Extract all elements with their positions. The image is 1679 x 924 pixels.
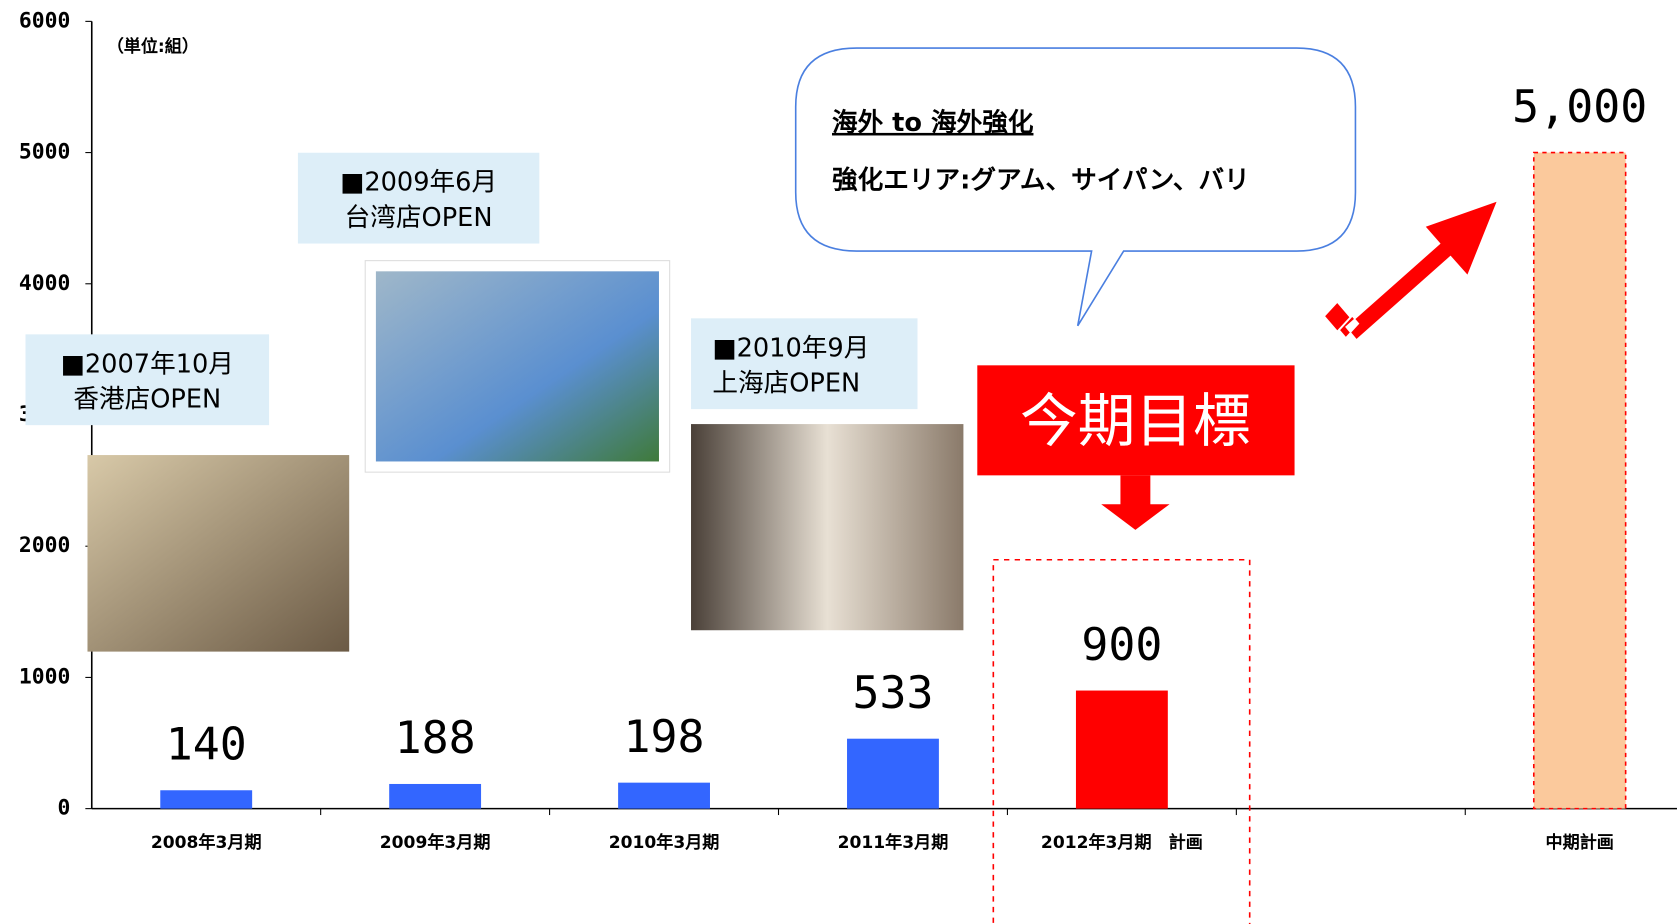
value-label: 900	[1081, 618, 1162, 671]
bar	[1075, 690, 1168, 809]
photo	[87, 455, 350, 652]
growth-arrow	[1323, 199, 1499, 341]
y-tick-label: 6000	[19, 8, 70, 33]
x-tick-label: 2009年3月期	[380, 832, 491, 853]
target-box	[977, 365, 1295, 476]
x-tick-label: 2012年3月期 計画	[1041, 832, 1203, 853]
down-arrow	[1101, 475, 1170, 530]
bar	[1532, 151, 1627, 810]
y-tick-label: 5000	[19, 140, 70, 165]
value-label: 188	[395, 711, 476, 764]
callout-box	[25, 334, 270, 426]
highlight-frame	[992, 558, 1251, 924]
bar	[847, 738, 939, 809]
callout-box	[297, 152, 540, 244]
value-label: 533	[852, 666, 933, 719]
bubble-text: 強化エリア:グアム、サイパン、バリ	[832, 166, 1250, 196]
value-label: 5,000	[1512, 80, 1647, 133]
callout-text: ■2007年10月	[61, 349, 234, 379]
callout-box	[691, 318, 918, 410]
y-tick-label: 1000	[19, 664, 70, 689]
callout-text: 台湾店OPEN	[345, 203, 493, 233]
target-label: 今期目標	[1020, 387, 1251, 455]
value-label: 140	[166, 718, 247, 771]
y-tick-label: 2000	[19, 533, 70, 558]
x-tick-label: 2010年3月期	[609, 832, 720, 853]
unit-label: （単位:組）	[107, 36, 199, 57]
x-tick-label: 中期計画	[1546, 832, 1614, 853]
callout-text: 上海店OPEN	[712, 369, 860, 399]
bubble-title: 海外 to 海外強化	[832, 108, 1034, 138]
bar	[160, 790, 253, 809]
value-label: 198	[624, 710, 705, 763]
callout-text: ■2010年9月	[712, 333, 869, 363]
callout-text: 香港店OPEN	[73, 385, 221, 415]
photo	[375, 271, 659, 462]
speech-bubble	[794, 47, 1357, 327]
x-tick-label: 2008年3月期	[151, 832, 262, 853]
callout-text: ■2009年6月	[340, 168, 497, 198]
bar	[389, 783, 482, 809]
bar	[618, 782, 710, 809]
y-tick-label: 0	[58, 796, 71, 821]
photo	[691, 424, 964, 631]
x-tick-label: 2011年3月期	[838, 832, 949, 853]
y-tick-label: 4000	[19, 271, 70, 296]
